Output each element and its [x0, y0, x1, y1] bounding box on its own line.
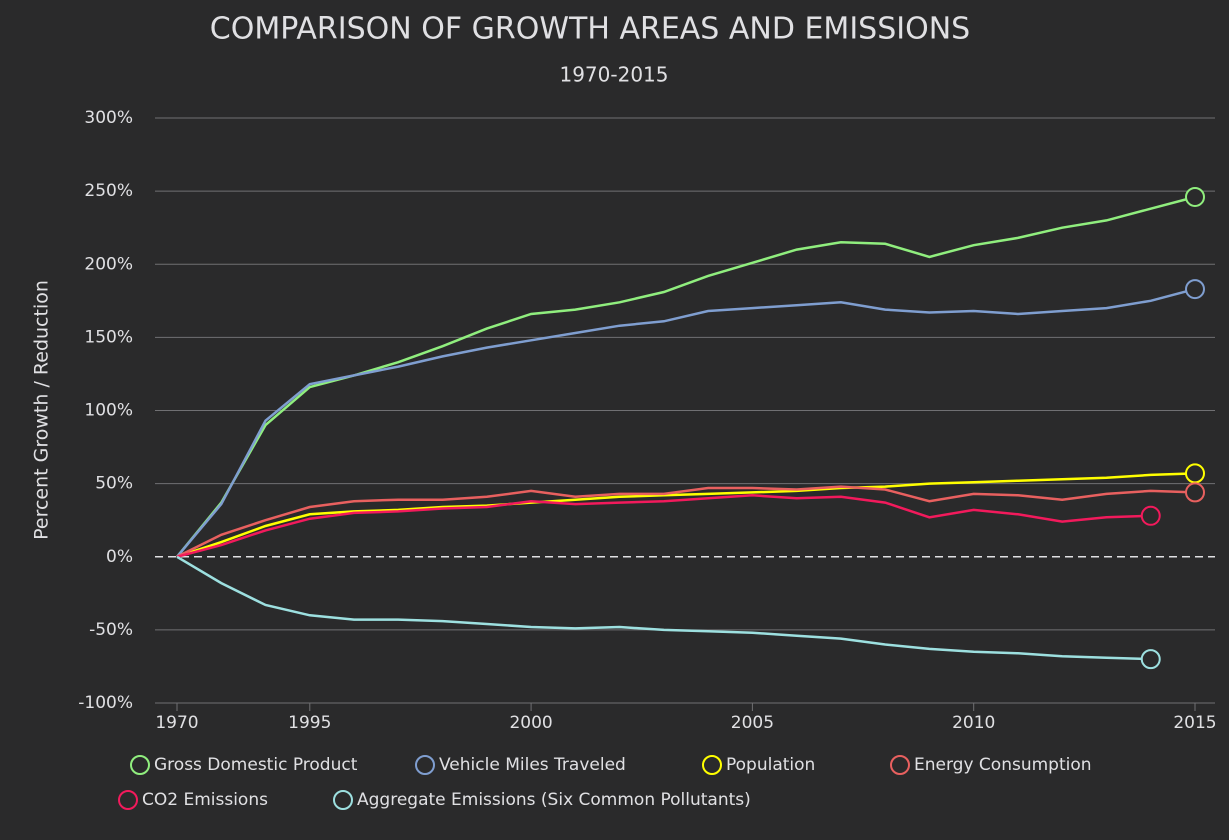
- end-icon: [1185, 186, 1205, 207]
- legend-swatch[interactable]: [415, 755, 435, 775]
- legend-label[interactable]: Population: [726, 755, 815, 775]
- x-tick-label: 2000: [509, 713, 552, 733]
- legend-swatch[interactable]: [130, 755, 150, 775]
- end-icon: [1140, 649, 1161, 670]
- end-icon: [1140, 505, 1161, 526]
- y-tick-label: 300%: [84, 108, 133, 128]
- legend-label[interactable]: Gross Domestic Product: [154, 755, 358, 775]
- y-tick-label: 200%: [84, 254, 133, 274]
- x-tick-label: 2015: [1173, 713, 1216, 733]
- y-tick-label: 150%: [84, 327, 133, 347]
- legend-label[interactable]: CO2 Emissions: [142, 790, 268, 810]
- series-line: [176, 195, 1196, 558]
- x-tick-label: 2010: [952, 713, 995, 733]
- y-tick-label: -50%: [89, 620, 133, 640]
- legend-swatch[interactable]: [333, 790, 353, 810]
- y-tick-label: -100%: [78, 693, 133, 713]
- legend-swatch[interactable]: [118, 790, 138, 810]
- end-icon: [1185, 279, 1205, 300]
- y-tick-label: 100%: [84, 401, 133, 421]
- x-tick-label: 2005: [731, 713, 774, 733]
- end-icon: [1185, 463, 1205, 484]
- y-axis-label: Percent Growth / Reduction: [31, 280, 53, 540]
- legend-swatch[interactable]: [890, 755, 910, 775]
- end-icon: [1185, 482, 1205, 503]
- series-line: [176, 287, 1196, 558]
- legend-swatch[interactable]: [702, 755, 722, 775]
- y-tick-label: 0%: [106, 547, 133, 567]
- series-line: [176, 555, 1151, 661]
- chart-subtitle: 1970-2015: [559, 63, 668, 87]
- series-line: [176, 485, 1196, 558]
- x-tick-label: 1995: [288, 713, 331, 733]
- x-tick-label: 1970: [155, 713, 198, 733]
- series-line: [176, 472, 1196, 558]
- legend-label[interactable]: Vehicle Miles Traveled: [439, 755, 626, 775]
- y-tick-label: 250%: [84, 181, 133, 201]
- legend-label[interactable]: Energy Consumption: [914, 755, 1092, 775]
- legend-label[interactable]: Aggregate Emissions (Six Common Pollutan…: [357, 790, 751, 810]
- series-line: [176, 494, 1151, 559]
- y-tick-label: 50%: [95, 474, 133, 494]
- chart-title: COMPARISON OF GROWTH AREAS AND EMISSIONS: [210, 12, 970, 47]
